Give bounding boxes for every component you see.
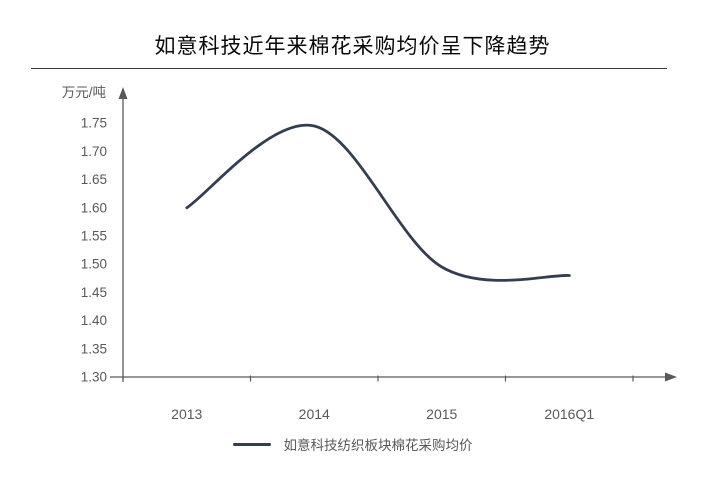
y-axis-arrow-icon [118, 87, 128, 99]
y-axis-unit-label: 万元/吨 [62, 85, 106, 100]
y-tick-label: 1.65 [81, 172, 107, 187]
legend-line-swatch [232, 442, 271, 446]
chart-title: 如意科技近年来棉花采购均价呈下降趋势 [154, 35, 551, 58]
y-tick-label: 1.55 [81, 229, 107, 244]
chart-legend: 如意科技纺织板块棉花采购均价 [0, 434, 705, 454]
x-tick-label: 2015 [426, 406, 457, 422]
y-tick-label: 1.75 [81, 116, 107, 131]
x-tick-label: 2014 [299, 406, 330, 422]
y-tick-label: 1.40 [81, 313, 107, 328]
price-line-series [185, 123, 571, 282]
y-tick-label: 1.50 [81, 257, 107, 272]
x-tick-label: 2013 [171, 406, 202, 422]
x-tick-label: 2016Q1 [544, 406, 594, 422]
y-tick-label: 1.70 [81, 144, 107, 159]
y-tick-label: 1.30 [81, 370, 107, 385]
legend-label: 如意科技纺织板块棉花采购均价 [283, 438, 473, 453]
y-tick-label: 1.35 [81, 341, 107, 356]
title-divider [31, 68, 667, 69]
y-tick-label: 1.60 [81, 200, 107, 215]
y-tick-label: 1.45 [81, 285, 107, 300]
x-axis-arrow-icon [665, 372, 677, 382]
